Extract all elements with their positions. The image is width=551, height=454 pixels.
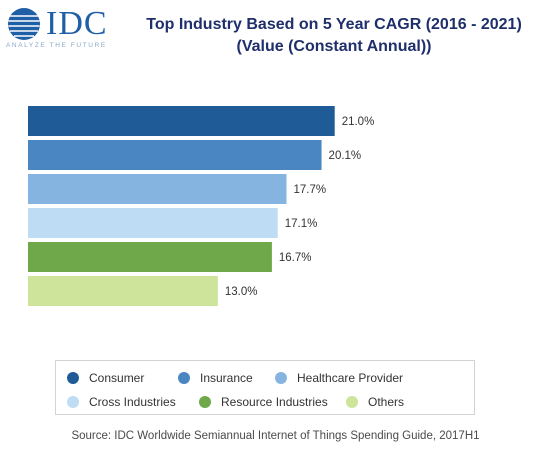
legend-label: Insurance [200, 371, 253, 385]
idc-logo: IDC ANALYZE THE FUTURE [4, 4, 122, 50]
bar-value-label: 17.1% [285, 218, 318, 230]
legend-swatch [199, 396, 211, 408]
legend-item: Resource Industries [199, 395, 328, 409]
chart-title-line1: Top Industry Based on 5 Year CAGR (2016 … [146, 16, 522, 33]
legend-label: Healthcare Provider [297, 371, 404, 385]
bar-insurance [28, 140, 322, 170]
chart-legend: Consumer Insurance Healthcare Provider Cros… [55, 360, 475, 415]
bar-others [28, 276, 218, 306]
chart-title-line2: (Value (Constant Annual)) [236, 38, 432, 55]
bar-value-label: 16.7% [279, 252, 312, 264]
bar-cross-industries [28, 208, 278, 238]
bar-value-label: 21.0% [342, 116, 375, 128]
bar-value-label: 17.7% [294, 184, 327, 196]
chart-title: Top Industry Based on 5 Year CAGR (2016 … [128, 14, 540, 58]
bar-healthcare-provider [28, 174, 287, 204]
legend-swatch [178, 372, 190, 384]
logo-tagline: ANALYZE THE FUTURE [6, 42, 107, 49]
globe-icon [8, 8, 40, 40]
legend-label: Others [368, 395, 405, 409]
source-note: Source: IDC Worldwide Semiannual Interne… [71, 430, 480, 442]
legend-label: Cross Industries [89, 395, 176, 409]
legend-item: Healthcare Provider [275, 371, 403, 385]
logo-wordmark: IDC [46, 5, 108, 42]
bar-resource-industries [28, 242, 272, 272]
bar-consumer [28, 106, 335, 136]
legend-item: Cross Industries [67, 395, 176, 409]
legend-swatch [275, 372, 287, 384]
legend-label: Consumer [89, 371, 145, 385]
bar-value-label: 13.0% [225, 286, 258, 298]
bar-value-label: 20.1% [329, 150, 362, 162]
legend-label: Resource Industries [221, 395, 328, 409]
legend-swatch [346, 396, 358, 408]
bar-chart: 21.0% 20.1% 17.7% 17.1% 16.7% 13.0% [28, 106, 375, 306]
legend-item: Others [346, 395, 404, 409]
legend-item: Insurance [178, 371, 253, 385]
legend-item: Consumer [67, 371, 144, 385]
legend-swatch [67, 396, 79, 408]
legend-swatch [67, 372, 79, 384]
